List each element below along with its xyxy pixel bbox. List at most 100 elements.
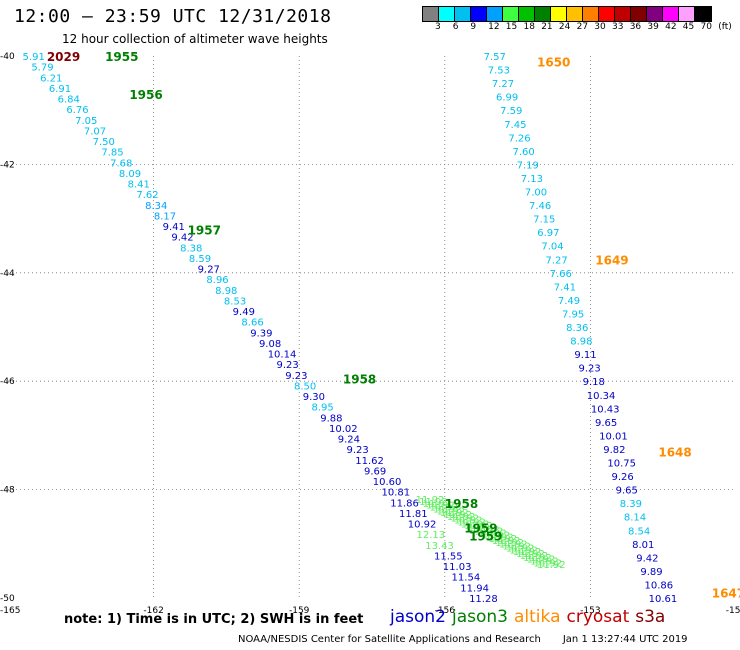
color-scale-label: 36 [629,22,642,32]
color-scale-label: 30 [594,22,606,32]
wave-height-point: 8.38 [180,243,202,254]
wave-height-point: 8.98 [215,286,237,297]
wave-height-point: 7.41 [554,282,576,293]
color-swatch [551,7,567,21]
dense-wave-label: 11.92 [516,549,545,560]
color-scale-label: 6 [452,22,459,32]
dense-wave-label: 11.92 [499,540,528,551]
wave-height-point: 9.26 [612,472,634,483]
dense-wave-label: 11.92 [523,553,552,564]
x-tick-label: -162 [143,606,163,616]
dense-wave-label: 11.92 [454,516,483,527]
dense-wave-label: 11.92 [482,530,511,541]
x-tick-label: -153 [580,606,600,616]
x-tick-label: -165 [0,606,20,616]
wave-height-point: 7.66 [550,269,572,280]
wave-height-point: 10.14 [268,350,297,361]
dense-wave-label: 11.92 [457,517,486,528]
color-scale-bar [422,6,712,22]
wave-height-point: 10.34 [587,391,616,402]
wave-height-point: 10.92 [408,520,437,531]
wave-height-point: 7.53 [488,66,510,77]
pass-time-label: 1956 [129,88,162,102]
dense-wave-label: 11.92 [513,547,542,558]
dense-wave-label: 11.92 [534,558,563,569]
wave-height-point: 9.42 [636,553,658,564]
wave-height-point: 7.85 [101,148,123,159]
color-scale-label: 45 [682,22,695,32]
wave-height-point: 11.03 [443,562,472,573]
color-swatch [583,7,599,21]
satellite-legend: jason2 jason3 altika cryosat s3a [390,607,671,627]
color-swatch [487,7,503,21]
wave-height-point: 7.05 [75,116,97,127]
wave-height-point: 9.11 [574,350,596,361]
legend-entry-jason2: jason2 [390,607,446,627]
color-swatch [455,7,471,21]
wave-height-point: 7.45 [504,120,526,131]
wave-height-point: 5.91 [23,52,45,63]
dense-wave-label: 11.92 [527,555,556,566]
wave-height-point: 7.50 [93,137,115,148]
color-scale-label: 21 [541,22,553,32]
wave-height-point: 9.65 [595,418,617,429]
color-scale-labels: 3 6 9 12 15 18 21 24 27 30 33 36 39 42 45 70 (ft) [422,22,740,34]
wave-height-point: 11.94 [460,583,489,594]
credits-center: NOAA/NESDIS Center for Satellite Applica… [238,634,541,645]
wave-height-point: 7.27 [546,255,568,266]
wave-height-point: 7.49 [558,296,580,307]
wave-height-point: 9.41 [163,222,185,233]
wave-height-point: 5.79 [31,63,53,74]
wave-height-point: 8.96 [206,275,228,286]
wave-height-point: 8.53 [224,296,246,307]
color-swatch [663,7,679,21]
dense-wave-label: 11.92 [475,527,504,538]
dense-wave-label: 11.92 [461,519,490,530]
y-tick-label: -48 [0,486,15,496]
pass-time-label: 2029 [47,50,80,64]
x-tick-label: -159 [289,606,310,616]
wave-height-point: 11.81 [399,509,428,520]
wave-height-point: 11.55 [434,551,463,562]
dense-wave-label: 11.92 [520,551,549,562]
wave-height-point: 8.36 [566,323,588,334]
dense-wave-label: 11.92 [537,560,566,571]
wave-height-point: 7.27 [492,79,514,90]
color-swatch [695,7,711,21]
dense-wave-label: 11.92 [450,514,479,525]
color-swatch [503,7,519,21]
wave-height-point: 6.91 [49,84,71,95]
pass-time-label: 1958 [343,372,376,386]
wave-height-point: 8.95 [311,403,333,414]
wave-height-point: 9.08 [259,339,281,350]
color-scale-label: 12 [488,22,500,32]
color-swatch [567,7,583,21]
wave-height-point: 9.24 [338,435,360,446]
wave-height-point: 11.86 [390,498,419,509]
pass-time-label: 1957 [188,223,221,237]
wave-height-point: 10.02 [329,424,358,435]
legend-entry-s3a: s3a [635,607,666,627]
wave-height-point: 13.43 [425,541,454,552]
color-swatch [679,7,695,21]
wave-height-point: 9.27 [198,265,220,276]
wave-height-point: 9.39 [250,328,272,339]
wave-height-point: 10.86 [645,580,674,591]
wave-height-point: 10.01 [599,431,628,442]
y-tick-label: -44 [0,269,15,279]
wave-height-point: 8.34 [145,201,167,212]
dense-wave-label: 11.92 [419,497,448,508]
wave-height-point: 10.60 [373,477,402,488]
wave-height-point: 8.41 [128,180,150,191]
wave-height-point: 8.09 [119,169,141,180]
wave-height-point: 8.54 [628,526,650,537]
pass-time-label: 1649 [595,253,628,267]
dense-wave-label: 11.92 [416,495,445,506]
wave-height-point: 9.88 [320,413,342,424]
wave-height-point: 12.13 [417,530,446,541]
dense-wave-label: 11.92 [485,532,514,543]
y-tick-label: -42 [0,160,15,170]
wave-height-point: 9.18 [583,377,605,388]
wave-height-point: 9.23 [285,371,307,382]
